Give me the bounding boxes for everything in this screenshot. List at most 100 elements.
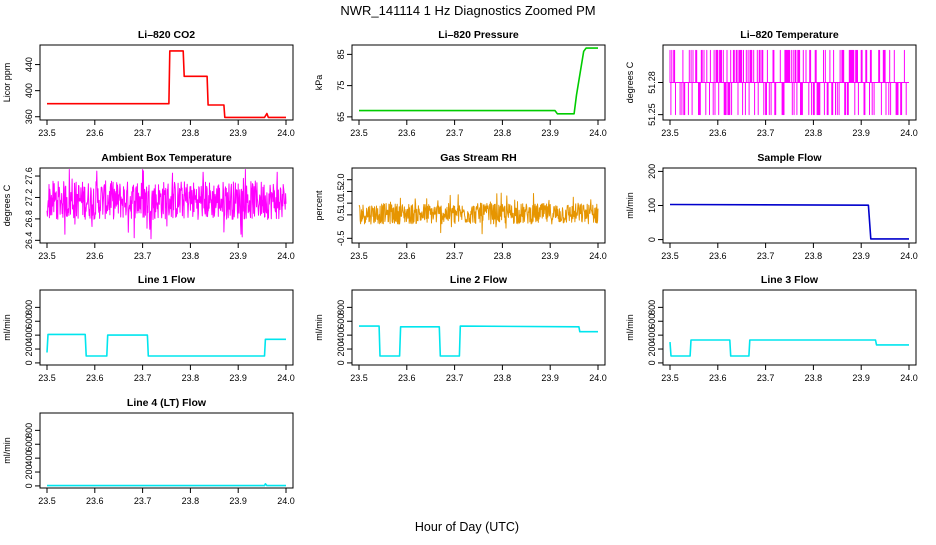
- y-axis-label: ml/min: [625, 192, 635, 219]
- panel-4: Ambient Box Temperature 23.5 23.6 23.7 23.8 2…: [2, 152, 295, 261]
- x-tick-label: 23.9: [541, 128, 559, 138]
- x-tick-label: 23.6: [709, 373, 727, 383]
- x-tick-label: 24.0: [900, 128, 918, 138]
- y-tick-label: 85: [336, 49, 346, 59]
- x-tick-label: 24.0: [589, 251, 607, 261]
- x-tick-label: 23.8: [182, 373, 200, 383]
- panel-2: Li–820 Pressure 23.5 23.6 23.7 23.8 23.9 24.0 6…: [314, 29, 607, 138]
- y-tick-label: 27.2: [24, 189, 34, 207]
- x-tick-label: 23.8: [182, 128, 200, 138]
- y-tick-label: 440: [24, 57, 34, 72]
- y-tick-label: 600: [336, 314, 346, 329]
- y-tick-label: 360: [24, 109, 34, 124]
- x-tick-label: 23.6: [398, 128, 416, 138]
- y-axis-label: Licor ppm: [2, 63, 12, 103]
- y-axis-label: ml/min: [2, 314, 12, 341]
- y-tick-label: 400: [24, 328, 34, 343]
- y-tick-label: 400: [647, 328, 657, 343]
- y-tick-label: 200: [647, 342, 657, 357]
- x-tick-label: 23.8: [805, 373, 823, 383]
- x-tick-label: 23.5: [38, 373, 56, 383]
- y-tick-label: 400: [336, 328, 346, 343]
- x-tick-label: 23.5: [661, 128, 679, 138]
- plot-frame: [39, 412, 294, 489]
- x-tick-label: 23.7: [446, 251, 464, 261]
- x-tick-label: 23.8: [494, 128, 512, 138]
- x-tick-label: 23.9: [852, 373, 870, 383]
- y-tick-label: 200: [647, 164, 657, 179]
- x-tick-label: 23.8: [805, 251, 823, 261]
- y-tick-label: 26.8: [24, 210, 34, 228]
- x-tick-label: 23.9: [852, 251, 870, 261]
- panel-title: Ambient Box Temperature: [101, 152, 232, 164]
- panel-7: Line 1 Flow 23.5 23.6 23.7 23.8 23.9 24.0 0 2004…: [2, 274, 295, 383]
- x-tick-label: 23.7: [134, 496, 152, 506]
- x-tick-label: 23.9: [541, 251, 559, 261]
- panel-title: Line 4 (LT) Flow: [127, 397, 207, 409]
- y-tick-label: 1.5: [336, 185, 346, 198]
- x-tick-label: 24.0: [900, 251, 918, 261]
- y-tick-label: 0: [24, 360, 34, 365]
- plot-frame: [351, 289, 606, 366]
- x-tick-label: 24.0: [277, 251, 295, 261]
- series-line: [358, 192, 599, 235]
- x-tick-label: 23.7: [134, 373, 152, 383]
- y-tick-label: 400: [24, 451, 34, 466]
- panel-title: Li–820 CO2: [138, 29, 195, 41]
- x-tick-label: 23.7: [446, 373, 464, 383]
- x-tick-label: 23.8: [182, 251, 200, 261]
- x-tick-label: 23.6: [86, 251, 104, 261]
- x-tick-label: 23.8: [805, 128, 823, 138]
- y-axis-label: degrees C: [625, 61, 635, 103]
- x-tick-label: 23.7: [757, 128, 775, 138]
- y-tick-label: 0: [647, 360, 657, 365]
- x-tick-label: 23.7: [446, 128, 464, 138]
- y-tick-label: 0: [647, 237, 657, 242]
- series-line: [47, 483, 286, 487]
- y-tick-label: 400: [24, 83, 34, 98]
- x-tick-label: 23.6: [86, 496, 104, 506]
- y-tick-label: 200: [24, 465, 34, 480]
- x-tick-label: 23.5: [661, 251, 679, 261]
- x-tick-label: 23.7: [134, 251, 152, 261]
- panel-title: Line 1 Flow: [138, 274, 196, 286]
- y-tick-label: 600: [24, 314, 34, 329]
- y-tick-label: 2.0: [336, 173, 346, 186]
- x-tick-label: 23.5: [350, 251, 368, 261]
- plot-frame: [39, 289, 294, 366]
- x-tick-label: 23.5: [350, 373, 368, 383]
- plot-frame: [351, 44, 606, 121]
- y-tick-label: 1.0: [336, 197, 346, 210]
- x-tick-label: 23.7: [134, 128, 152, 138]
- x-tick-label: 23.6: [398, 373, 416, 383]
- series-line: [47, 50, 286, 119]
- y-tick-label: 51.25: [647, 103, 657, 126]
- x-tick-label: 23.6: [398, 251, 416, 261]
- x-tick-label: 23.6: [86, 373, 104, 383]
- panels: Li–820 CO2 23.5 23.6 23.7 23.8 23.9 24.0 360 400…: [2, 29, 918, 506]
- x-tick-label: 23.8: [494, 373, 512, 383]
- x-tick-label: 23.9: [229, 496, 247, 506]
- series-line: [46, 169, 287, 240]
- x-tick-label: 23.9: [541, 373, 559, 383]
- y-tick-label: 0.5: [336, 209, 346, 222]
- panel-title: Line 2 Flow: [450, 274, 508, 286]
- x-tick-label: 23.5: [350, 128, 368, 138]
- x-tick-label: 24.0: [589, 128, 607, 138]
- x-tick-label: 23.9: [229, 373, 247, 383]
- x-tick-label: 23.5: [38, 251, 56, 261]
- y-tick-label: 600: [647, 314, 657, 329]
- y-tick-label: 27.6: [24, 167, 34, 185]
- x-tick-label: 24.0: [277, 128, 295, 138]
- y-tick-label: 600: [24, 437, 34, 452]
- y-tick-label: 800: [24, 423, 34, 438]
- global-xlabel: Hour of Day (UTC): [415, 520, 519, 534]
- x-tick-label: 23.7: [757, 373, 775, 383]
- series-line: [669, 203, 909, 240]
- x-tick-label: 23.6: [709, 128, 727, 138]
- plot-frame: [351, 167, 606, 244]
- plot-frame: [39, 44, 294, 121]
- x-tick-label: 23.8: [494, 251, 512, 261]
- y-tick-label: 200: [336, 342, 346, 357]
